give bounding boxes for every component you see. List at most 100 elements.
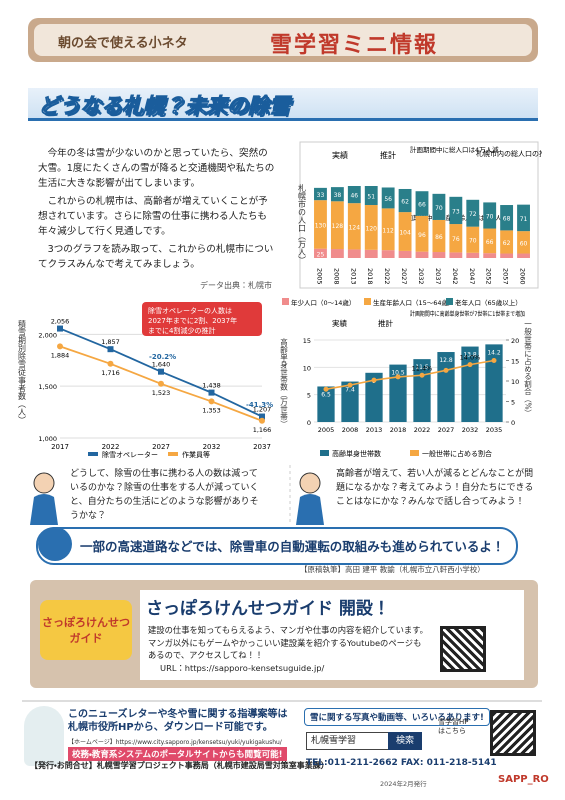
y-tick-label: 2,000 (38, 331, 57, 339)
annotation: までに4割減少の推計 (148, 326, 215, 335)
legend-swatch (282, 298, 289, 305)
marker (419, 372, 425, 378)
value-label: 2,056 (51, 318, 70, 326)
line (325, 359, 495, 390)
guide-text: 建設の仕事を知ってもらえるよう、マンガや仕事の内容を紹介しています。マンガ以外に… (148, 625, 428, 660)
x-tick-label: 2022 (414, 426, 431, 434)
paragraph: これからの札幌市は、高齢者が増えていくことが予想されています。さらに除雪の仕事に… (38, 196, 268, 237)
value-label: 128 (332, 223, 344, 230)
value-label: 1,353 (202, 406, 221, 414)
annotation: 2027年までに2割、2037年 (148, 316, 237, 325)
marker (491, 358, 497, 363)
legend-swatch (320, 450, 329, 456)
y2-tick-label: 5 (511, 399, 515, 407)
bar (389, 364, 407, 422)
bar-segment (364, 186, 378, 206)
worker-chart: 積雪期別除雪従事者数（人） 1,000 1,500 2,000 2017 2022 2027… (18, 302, 273, 459)
legend-label: 除雪オペレーター (102, 450, 158, 459)
qr-note: 雪学習HPはこちら (438, 718, 469, 735)
bar-segment (483, 253, 497, 258)
value-label: 86 (435, 234, 443, 241)
legend-label: 作業員等 (182, 450, 210, 459)
x-tick-label: 2017 (51, 443, 69, 451)
bar-segment (432, 252, 446, 258)
marker (158, 380, 164, 387)
bar-segment (347, 249, 361, 258)
value-label: 14.2 (487, 349, 501, 356)
bar-segment (500, 230, 514, 254)
bar-segment (347, 186, 361, 204)
value-label: 62 (503, 240, 511, 247)
x-tick-label: 2018 (366, 268, 374, 285)
x-tick-label: 2037 (253, 443, 271, 451)
value-label: 1,166 (253, 426, 272, 434)
annotation: 計画期間中に総人口は4万人減 (410, 145, 499, 154)
bar-segment (466, 252, 480, 258)
qr-code (440, 626, 486, 672)
value-label: 1,857 (101, 338, 120, 346)
bar-segment (398, 212, 412, 251)
bar (341, 381, 359, 422)
x-tick-label: 2047 (468, 268, 476, 285)
bar-segment (314, 200, 327, 249)
x-tick-label: 2005 (318, 426, 335, 434)
value-label: 12.8 (439, 357, 453, 364)
bar-segment (517, 253, 530, 258)
headline: どうなる札幌？未来の除雪 (38, 94, 291, 119)
value-label: 130 (315, 222, 327, 229)
legend-label: 高齢単身世帯数 (332, 449, 381, 458)
value-label: 72 (469, 211, 477, 218)
bar (317, 386, 335, 422)
marker (259, 413, 265, 420)
intro: 今年の冬は雪が少ないのかと思っていたら、突然の大雪。1度にたくさんの雪が降ると交… (38, 146, 276, 272)
mascot (24, 706, 64, 766)
axis-title: 高齢単身世帯数（万世帯） (280, 337, 289, 428)
footer-date: 2024年2月発行 (380, 780, 427, 788)
bar-segment (415, 251, 429, 258)
value-label: 1,884 (51, 351, 70, 359)
x-tick-label: 2032 (462, 426, 479, 434)
bar-segment (330, 187, 344, 202)
bar (485, 344, 503, 422)
value-label: 38 (334, 192, 342, 199)
headline-bar (28, 88, 538, 121)
bar-segment (381, 250, 395, 258)
bar-segment (449, 252, 463, 258)
bar-segment (500, 253, 514, 258)
footer-lead: このニューズレターや冬や雪に関する指導案等は札幌市役所HPから、ダウンロード可能… (68, 709, 288, 733)
value-label: 66 (486, 239, 494, 246)
chart-title: 札幌市内の総人口の推移 (476, 149, 542, 158)
bar-segment (415, 191, 429, 216)
x-tick-label: 2018 (390, 426, 407, 434)
bar-segment (314, 248, 327, 258)
legend-swatch (168, 452, 178, 456)
value-label: 1,207 (253, 406, 272, 414)
footer-logo: SAPP_RO (498, 774, 549, 785)
value-label: 11.5 (415, 364, 429, 371)
bubble-text: どうして、除雪の仕事に携わる人の数は減っているのかな？除雪の仕事をする人が減って… (70, 469, 259, 521)
bar-segment (466, 226, 480, 253)
annotation: -41.3% (246, 401, 273, 409)
guide-url[interactable]: URL：https://sapporo-kensetsuguide.jp/ (160, 663, 325, 673)
y-tick-label: 10 (303, 364, 311, 372)
value-label: 10.5 (391, 370, 405, 377)
search-box[interactable]: 札幌雪学習 (306, 732, 392, 750)
annotation: -20.2% (149, 353, 176, 361)
marker (208, 389, 215, 396)
y2-tick-label: 20 (511, 337, 519, 345)
footer-homepage[interactable]: 【ホームページ】https://www.city.sapporo.jp/kens… (68, 739, 282, 746)
value-label: 51 (367, 194, 375, 201)
legend-label: 一般世帯に占める割合 (422, 449, 492, 458)
search-button[interactable]: 検索 (388, 732, 422, 750)
axis-title: 一般世帯に占める割合（%） (523, 320, 532, 417)
x-tick-label: 2035 (486, 426, 503, 434)
x-tick-label: 2057 (502, 268, 510, 285)
value-label: 112 (382, 227, 394, 234)
value-label: 120 (366, 225, 378, 232)
x-tick-label: 2013 (349, 268, 357, 285)
x-tick-label: 2060 (519, 268, 527, 285)
value-label: 62 (401, 199, 409, 206)
annotation: 推計 (380, 150, 396, 160)
x-tick-label: 2027 (152, 443, 170, 451)
